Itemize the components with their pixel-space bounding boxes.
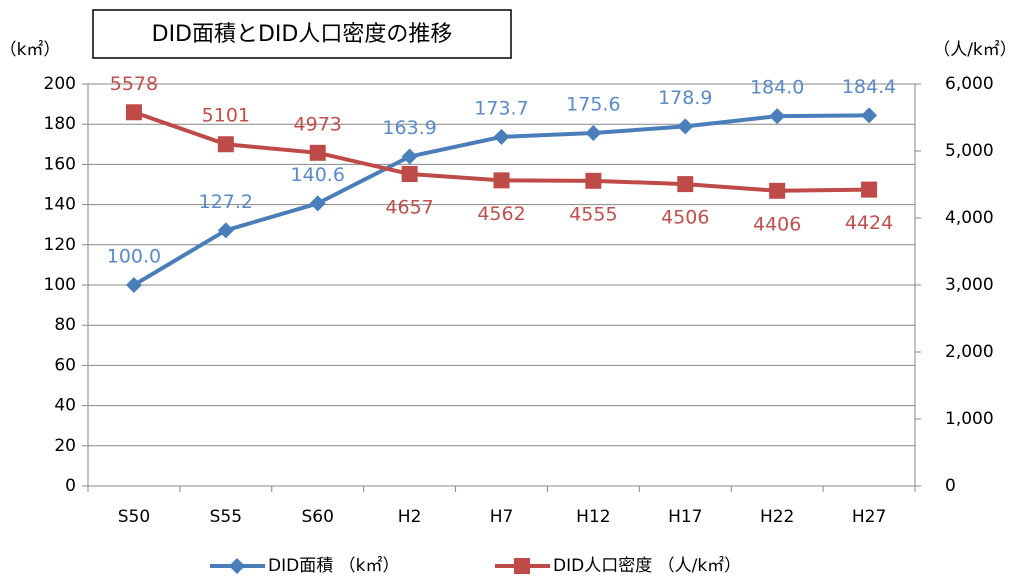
- data-label: 184.0: [750, 77, 804, 99]
- data-label: 5578: [110, 73, 158, 95]
- y2-tick-label: 5,000: [945, 141, 994, 161]
- y-tick-label: 200: [44, 74, 76, 94]
- marker: [401, 165, 418, 182]
- y2-tick-label: 1,000: [945, 409, 994, 429]
- marker: [229, 558, 245, 574]
- y2-tick-label: 3,000: [945, 275, 994, 295]
- marker: [585, 125, 602, 142]
- y2-tick-label: 2,000: [945, 342, 994, 362]
- x-tick-label: H27: [852, 507, 886, 527]
- marker: [514, 558, 530, 574]
- data-label: 4657: [385, 196, 433, 218]
- x-tick-label: S50: [118, 507, 150, 527]
- data-label: 173.7: [474, 97, 528, 119]
- marker: [309, 195, 326, 212]
- data-label: 163.9: [382, 117, 436, 139]
- x-tick-label: H2: [398, 507, 422, 527]
- data-label: 178.9: [658, 87, 712, 109]
- x-tick-label: H22: [760, 507, 794, 527]
- y-tick-label: 20: [54, 436, 76, 456]
- legend-label: DID人口密度 （人/k㎡）: [553, 556, 741, 576]
- y-tick-label: 180: [44, 114, 76, 134]
- y2-axis-label: （人/k㎡）: [933, 40, 1017, 60]
- y-tick-label: 80: [54, 315, 76, 335]
- data-label: 5101: [202, 105, 250, 127]
- data-label: 100.0: [107, 246, 161, 268]
- data-label: 140.6: [291, 164, 345, 186]
- y-tick-label: 40: [54, 396, 76, 416]
- y-tick-label: 100: [44, 275, 76, 295]
- legend-label: DID面積 （k㎡）: [268, 556, 399, 576]
- marker: [217, 222, 234, 239]
- x-tick-label: S60: [302, 507, 334, 527]
- marker: [585, 172, 602, 189]
- data-label: 175.6: [566, 94, 620, 116]
- y-tick-label: 140: [44, 195, 76, 215]
- y-axis-label: （k㎡）: [0, 40, 60, 60]
- marker: [125, 277, 142, 293]
- chart-title: DID面積とDID人口密度の推移: [152, 22, 453, 47]
- data-label: 4406: [753, 213, 801, 235]
- y-tick-label: 60: [54, 355, 76, 375]
- y2-tick-label: 4,000: [945, 208, 994, 228]
- marker: [861, 181, 878, 198]
- y2-tick-label: 0: [945, 476, 956, 496]
- data-label: 4555: [569, 203, 617, 225]
- data-label: 127.2: [199, 191, 253, 213]
- y-tick-label: 120: [44, 235, 76, 255]
- marker: [677, 176, 694, 193]
- x-tick-label: S55: [210, 507, 242, 527]
- marker: [401, 148, 418, 165]
- data-label: 4424: [845, 212, 893, 234]
- data-label: 4506: [661, 207, 709, 229]
- data-label: 184.4: [842, 76, 896, 98]
- marker: [769, 182, 786, 199]
- x-tick-label: H12: [576, 507, 610, 527]
- x-tick-label: H17: [668, 507, 702, 527]
- marker: [217, 136, 234, 153]
- marker: [677, 118, 694, 135]
- data-label: 4562: [477, 203, 525, 225]
- y-tick-label: 160: [44, 154, 76, 174]
- marker: [493, 172, 510, 189]
- y2-tick-label: 6,000: [945, 74, 994, 94]
- title-box: [92, 9, 512, 59]
- data-label: 4973: [294, 113, 342, 135]
- y-tick-label: 0: [65, 476, 76, 496]
- marker: [125, 104, 142, 121]
- marker: [769, 108, 786, 125]
- marker: [493, 128, 510, 145]
- marker: [861, 107, 878, 124]
- marker: [309, 144, 326, 161]
- x-tick-label: H7: [490, 507, 514, 527]
